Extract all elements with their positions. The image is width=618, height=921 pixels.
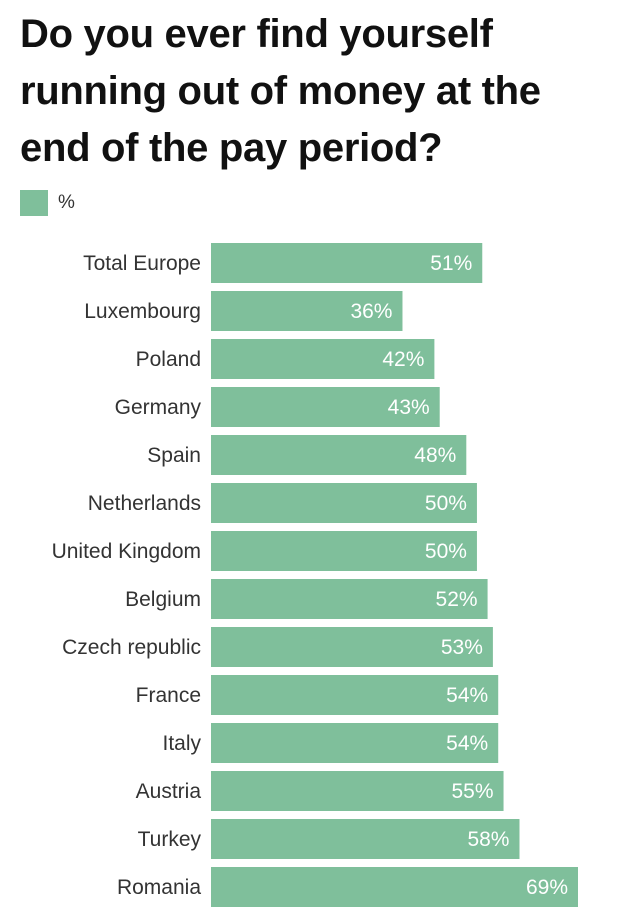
legend-label: %	[58, 192, 75, 213]
chart-title: Do you ever find yourself running out of…	[20, 12, 541, 170]
bar-france	[211, 675, 499, 715]
legend-swatch	[20, 190, 48, 216]
category-label: Italy	[162, 732, 201, 755]
bar-italy	[211, 723, 499, 763]
category-label: Turkey	[138, 828, 202, 851]
category-label: France	[136, 684, 201, 707]
bar-poland	[211, 339, 435, 379]
bar-belgium	[211, 579, 488, 619]
value-label: 51%	[430, 252, 472, 275]
value-label: 54%	[446, 684, 488, 707]
category-label: Germany	[115, 396, 202, 419]
category-label: Spain	[147, 444, 201, 467]
value-label: 50%	[425, 540, 467, 563]
category-label: Belgium	[125, 588, 201, 611]
bar-romania	[211, 867, 578, 907]
bar-united-kingdom	[211, 531, 477, 571]
category-label: Netherlands	[88, 492, 201, 515]
category-label: Luxembourg	[84, 300, 201, 323]
bar-austria	[211, 771, 504, 811]
value-label: 50%	[425, 492, 467, 515]
bar-turkey	[211, 819, 520, 859]
bar-netherlands	[211, 483, 477, 523]
category-label: Czech republic	[62, 636, 201, 659]
value-label: 53%	[441, 636, 483, 659]
value-label: 52%	[436, 588, 478, 611]
legend: %	[20, 190, 75, 216]
value-label: 43%	[388, 396, 430, 419]
bar-spain	[211, 435, 467, 475]
value-label: 36%	[350, 300, 392, 323]
bar-luxembourg	[211, 291, 403, 331]
category-label: Austria	[136, 780, 202, 803]
value-label: 48%	[414, 444, 456, 467]
bar-germany	[211, 387, 440, 427]
bar-czech-republic	[211, 627, 493, 667]
value-label: 55%	[452, 780, 494, 803]
value-label: 58%	[467, 828, 509, 851]
value-label: 42%	[382, 348, 424, 371]
value-label: 54%	[446, 732, 488, 755]
category-label: Poland	[136, 348, 201, 371]
category-label: Total Europe	[83, 252, 201, 275]
bar-total-europe	[211, 243, 483, 283]
value-label: 69%	[526, 876, 568, 899]
category-label: United Kingdom	[52, 540, 201, 563]
category-label: Romania	[117, 876, 201, 899]
